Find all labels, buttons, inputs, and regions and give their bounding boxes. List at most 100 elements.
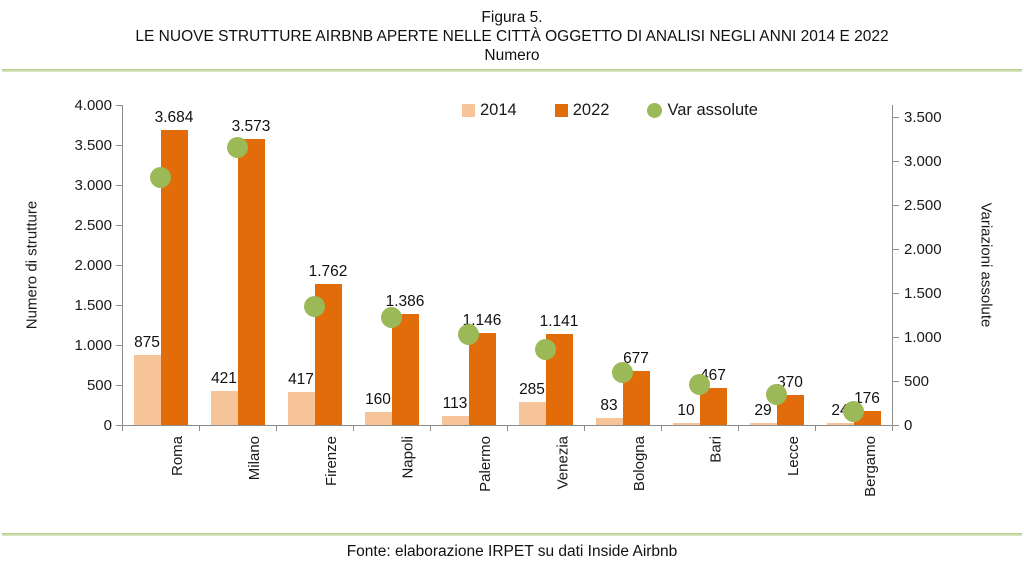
var-assolute-dot [689,374,710,396]
bar-2022 [699,388,727,425]
right-axis-title: Variazioni assolute [977,202,995,328]
bar-2014 [287,392,315,425]
x-axis-tick [738,425,739,431]
left-axis-tick [116,345,122,346]
bar-2014 [518,402,546,425]
legend-swatch-2014 [462,104,475,117]
left-axis-tick-label: 3.000 [74,177,112,194]
chart-title-block: Figura 5. LE NUOVE STRUTTURE AIRBNB APER… [0,8,1024,65]
value-label-2014: 875 [134,334,160,351]
legend-item-var-assolute: Var assolute [647,101,758,120]
legend-item-2022: 2022 [554,101,610,120]
figure-number: Figura 5. [481,9,543,26]
legend-label-2022: 2022 [572,101,610,119]
value-label-2022: 1.386 [385,293,425,310]
var-assolute-dot [535,339,556,361]
value-label-2022: 1.762 [308,263,348,280]
right-axis-tick [893,293,899,294]
bar-2022 [468,333,496,425]
value-label-2014: 421 [211,370,237,387]
bar-2014 [133,355,161,425]
legend-label-2014: 2014 [480,101,517,119]
x-axis-tick [507,425,508,431]
right-axis-tick [893,337,899,338]
x-axis-category-label: Bari [708,436,725,463]
value-label-2022: 3.684 [154,109,194,126]
var-assolute-dot [766,384,787,406]
value-label-2014: 29 [754,402,772,419]
right-axis-tick-label: 2.500 [904,197,942,214]
x-axis-category-label: Napoli [400,436,417,479]
var-assolute-dot [843,401,864,423]
x-axis-category-label: Bergamo [862,436,879,497]
value-label-2014: 160 [365,391,391,408]
right-axis-tick [893,381,899,382]
right-axis-tick [893,161,899,162]
x-axis-category-label: Firenze [323,436,340,487]
left-axis-tick-label: 1.500 [74,297,112,314]
bar-2014 [826,423,854,425]
x-axis-tick [276,425,277,431]
bar-2014 [364,412,392,425]
x-axis-category-label: Milano [246,436,263,481]
legend-swatch-var-assolute [647,103,663,118]
bar-2014 [441,416,469,425]
bottom-divider-line [2,533,1022,536]
legend-item-2014: 2014 [462,101,517,120]
bar-2014 [749,423,777,425]
x-axis-category-label: Palermo [477,436,494,492]
bar-2014 [210,391,238,425]
x-axis-tick [122,425,123,431]
x-axis-tick [199,425,200,431]
legend-label-var-assolute: Var assolute [667,101,758,119]
right-axis-tick-label: 1.000 [904,329,942,346]
left-axis-tick [116,185,122,186]
chart-legend: 2014 2022 Var assolute [462,101,758,120]
bar-2014 [595,418,623,425]
value-label-2014: 83 [600,397,618,414]
right-axis-tick [893,117,899,118]
right-axis-tick-label: 3.500 [904,109,942,126]
value-label-2014: 113 [442,395,468,412]
var-assolute-dot [458,323,479,345]
right-axis-tick [893,205,899,206]
left-axis-tick-label: 2.500 [74,217,112,234]
x-axis-category-label: Roma [169,436,186,477]
right-axis-tick-label: 2.000 [904,241,942,258]
x-axis-tick [353,425,354,431]
value-label-2022: 1.141 [539,313,579,330]
x-axis-category-label: Lecce [785,436,802,477]
chart-title: LE NUOVE STRUTTURE AIRBNB APERTE NELLE C… [135,28,889,45]
left-axis-tick-label: 2.000 [74,257,112,274]
var-assolute-dot [612,362,633,384]
right-axis-tick-label: 500 [904,373,930,390]
bar-2014 [672,423,700,425]
x-axis-tick [661,425,662,431]
left-axis-tick [116,145,122,146]
x-axis-tick [892,425,893,431]
right-axis-tick [893,249,899,250]
left-axis-tick [116,105,122,106]
right-axis-line [892,105,893,425]
left-axis-tick-label: 1.000 [74,337,112,354]
x-axis-category-label: Bologna [631,436,648,492]
right-axis-tick-label: 3.000 [904,153,942,170]
var-assolute-dot [227,137,248,159]
source-note: Fonte: elaborazione IRPET su dati Inside… [346,543,678,560]
left-axis-tick [116,305,122,306]
top-divider-line [2,69,1022,72]
left-axis-tick [116,385,122,386]
x-axis-tick [815,425,816,431]
left-axis-tick [116,265,122,266]
value-label-2014: 285 [519,381,545,398]
value-label-2014: 10 [677,402,695,419]
x-axis-tick [430,425,431,431]
var-assolute-dot [304,296,325,318]
value-label-2022: 677 [623,350,649,367]
chart-subtitle: Numero [484,47,540,64]
right-axis-tick-label: 1.500 [904,285,942,302]
left-axis-tick-label: 3.500 [74,137,112,154]
var-assolute-dot [150,167,171,189]
x-axis-category-label: Venezia [554,436,571,490]
